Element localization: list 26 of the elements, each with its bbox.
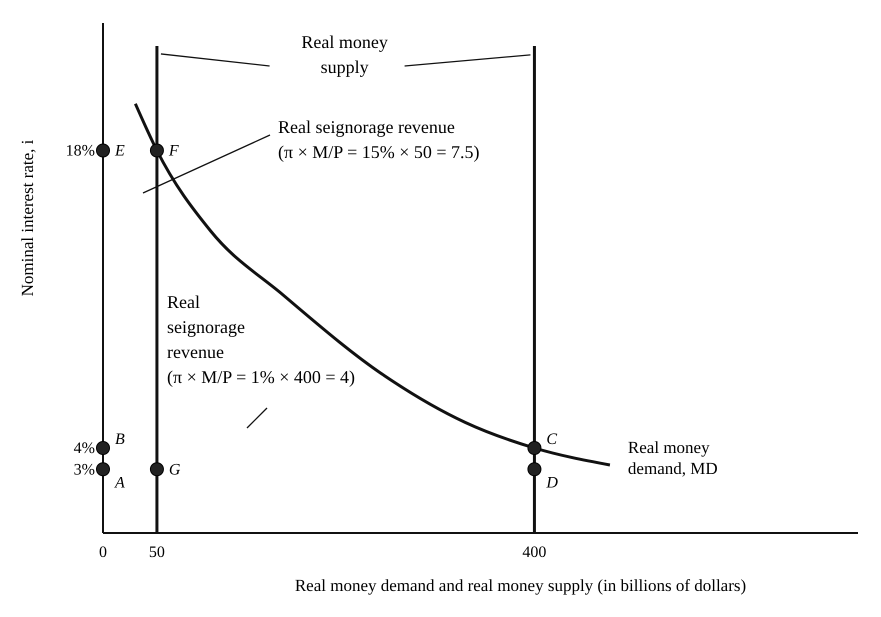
point [527,441,542,455]
y-tick-label: 3% [74,461,95,478]
point [150,462,164,476]
point [527,462,542,476]
x-tick-label: 0 [99,544,107,561]
series-label: Real money demand, MD [628,438,718,478]
annotation: Real seignorage revenue (π × M/P = 1% × 400 = 4) [167,292,356,387]
point [96,441,110,455]
annotation: E [114,142,125,160]
annotation: B [115,431,125,448]
y-tick-label: 18% [66,142,95,160]
annotation: Real money supply [301,32,388,77]
annotation: A [114,474,125,492]
annotation: G [168,461,181,478]
point [150,144,164,158]
y-tick-label: 4% [74,440,95,457]
x-axis-title: Real money demand and real money supply (in billions of dollars) [294,576,746,595]
y-axis-title: Nominal interest rate, i [18,139,37,296]
point [96,144,110,158]
annotation: C [546,431,558,448]
annotation: D [545,474,558,492]
annotation: F [168,142,179,160]
point [96,462,110,476]
annotation: Real seignorage revenue (π × M/P = 15% × 50 = 7.5) [278,117,480,162]
x-tick-label: 50 [148,544,165,561]
x-tick-label: 400 [522,544,546,561]
